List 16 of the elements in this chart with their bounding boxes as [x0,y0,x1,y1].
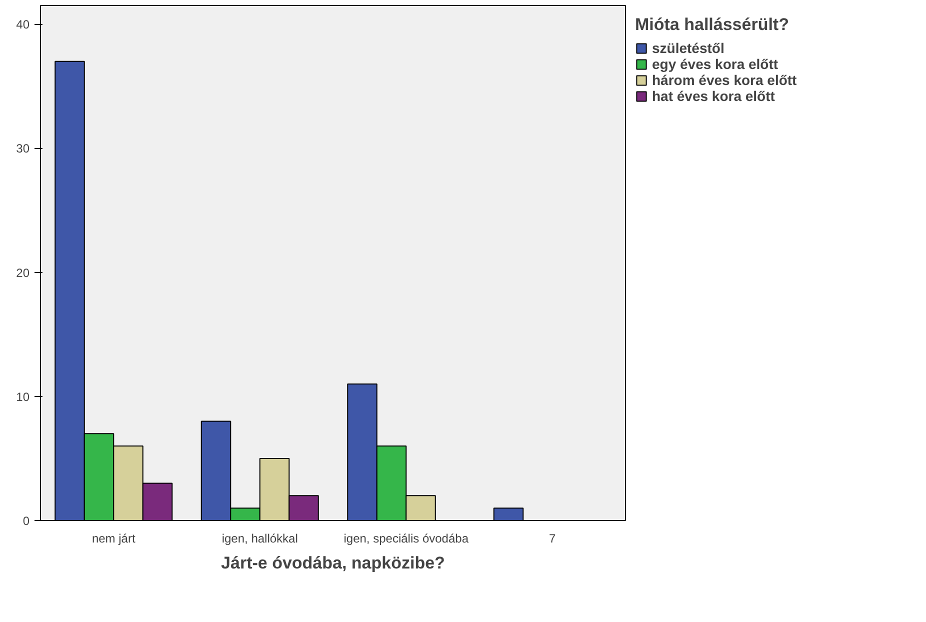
x-tick-label: nem járt [92,532,136,546]
legend-label: hat éves kora előtt [652,88,775,104]
x-axis-title: Járt-e óvodába, napközibe? [221,554,445,572]
y-tick-label: 40 [16,18,30,32]
legend-label: három éves kora előtt [652,72,797,88]
legend-title: Mióta hallássérült? [635,15,790,35]
legend-label: születéstől [652,40,724,56]
x-tick-label: 7 [549,532,556,546]
bar [493,508,524,520]
x-tick-label: igen, hallókkal [222,532,298,546]
y-tick-label: 0 [22,514,30,528]
legend-label: egy éves kora előtt [652,56,778,72]
y-tick-label: 20 [16,266,30,280]
y-tick-label: 10 [16,390,30,404]
x-tick-label: igen, speciális óvodába [344,532,469,546]
y-tick-label: 30 [16,142,30,156]
